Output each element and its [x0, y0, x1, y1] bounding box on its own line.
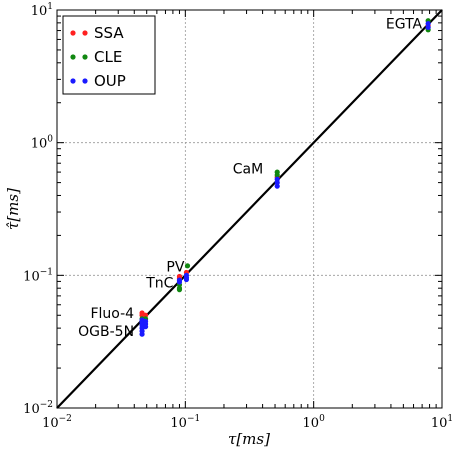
x-tick-label: 10−2: [42, 414, 72, 431]
grid: [57, 10, 442, 408]
annotation-label: EGTA: [386, 16, 423, 32]
legend: SSA CLE OUP: [62, 15, 156, 95]
annotation-label: PV: [166, 259, 184, 275]
y-tick-label: 10−2: [23, 400, 53, 417]
data-point: [274, 183, 280, 189]
x-tick-labels: 10−2 10−1 100 101: [42, 414, 453, 431]
x-tick-label: 10−1: [170, 414, 200, 431]
identity-line: [56, 9, 443, 409]
plot-frame: [56, 9, 443, 409]
data-point: [176, 287, 183, 293]
annotation-label: Fluo-4: [90, 306, 134, 322]
annotation-label: TnC: [145, 275, 173, 291]
x-tick-label: 100: [303, 414, 326, 431]
y-tick-labels: 10−2 10−1 100 101: [23, 2, 53, 417]
legend-marker: [70, 30, 76, 36]
data-point: [274, 172, 280, 178]
data-point: [184, 263, 191, 269]
data-point: [142, 324, 149, 330]
legend-label: CLE: [94, 48, 122, 66]
data-point: [176, 279, 183, 285]
x-axis-label: τ[ms]: [228, 430, 270, 448]
legend-marker: [70, 78, 76, 84]
data-point: [274, 180, 280, 186]
y-tick-label: 10−1: [23, 267, 53, 284]
y-tick-label: 101: [31, 2, 53, 19]
legend-label: OUP: [94, 72, 126, 90]
y-tick-label: 100: [31, 135, 54, 152]
data-point: [183, 276, 190, 283]
legend-box: [62, 15, 156, 95]
annotation-label: CaM: [233, 161, 263, 177]
y-axis-label: τ̂[ms]: [4, 188, 22, 230]
legend-marker: [82, 78, 88, 84]
data-point: [425, 24, 431, 30]
data-point: [425, 20, 431, 27]
series-oup: [139, 20, 431, 337]
legend-marker: [70, 54, 76, 60]
legend-marker: [82, 54, 88, 60]
legend-marker: [82, 30, 88, 36]
annotation-label: OGB-5N: [78, 324, 134, 340]
data-point: [139, 331, 145, 337]
x-tick-label: 101: [431, 414, 453, 431]
ticks: [56, 9, 443, 409]
legend-label: SSA: [94, 24, 124, 42]
data-points: [139, 18, 431, 337]
